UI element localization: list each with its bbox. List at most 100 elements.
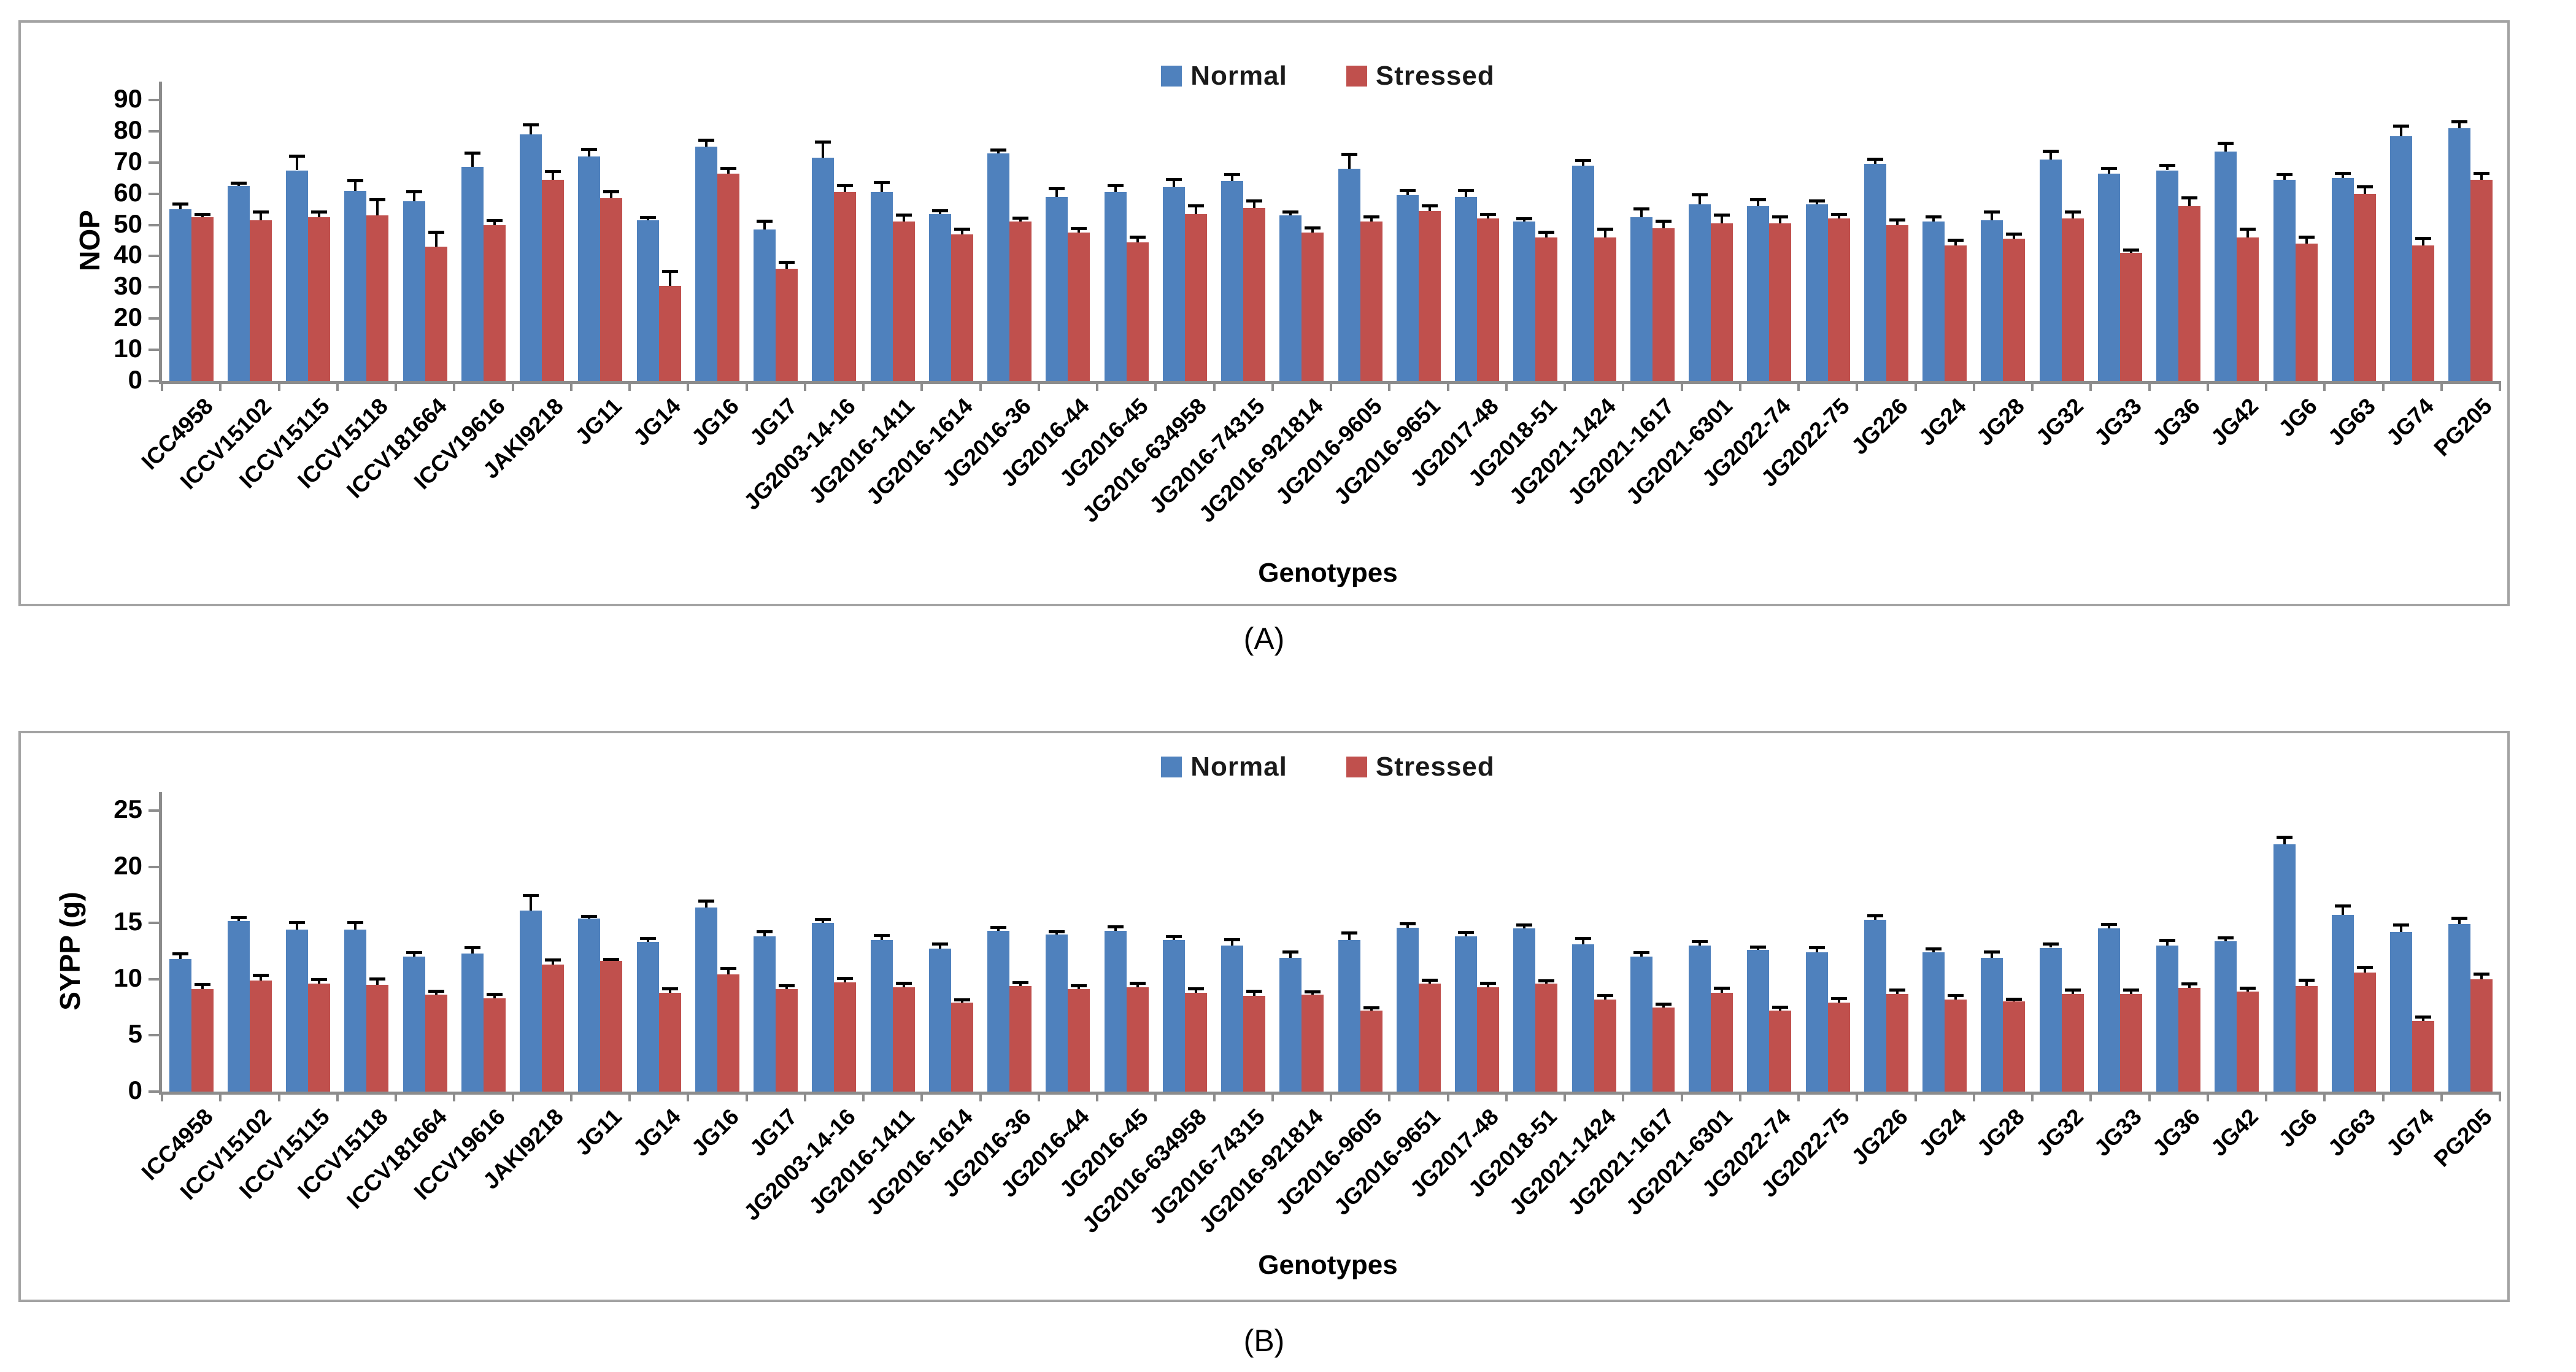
x-tick-mark: [1564, 381, 1566, 391]
bar-normal-JG28: [1981, 220, 2003, 381]
error-bar-stem: [1465, 932, 1468, 937]
error-bar-stem: [1194, 206, 1197, 214]
error-bar-cap: [698, 139, 714, 142]
bar-stressed-JG14: [658, 285, 681, 381]
bar-stressed-JG16: [717, 974, 739, 1092]
error-bar-stem: [704, 901, 708, 908]
legend-item-normal: Normal: [1161, 61, 1287, 91]
y-tick-label: 40: [114, 240, 142, 269]
error-bar-cap: [1363, 1006, 1379, 1010]
error-bar-cap: [2393, 125, 2410, 128]
bar-normal-JG2016-9651: [1396, 927, 1419, 1092]
y-tick-label: 0: [128, 1076, 142, 1104]
error-bar-cap: [1107, 183, 1124, 187]
bar-normal-ICCV15115: [286, 930, 309, 1092]
error-bar-stem: [2071, 212, 2074, 219]
y-tick-mark: [148, 223, 161, 226]
error-bar-cap: [757, 220, 773, 223]
legend-swatch-stressed: [1346, 757, 1367, 777]
error-bar-cap: [347, 179, 364, 183]
x-tick-label: JG6: [2273, 1104, 2322, 1152]
error-bar-cap: [1984, 210, 2000, 214]
x-tick-mark: [1972, 381, 1975, 391]
legend-swatch-normal: [1161, 66, 1182, 87]
bar-normal-JG2021-6301: [1689, 945, 1711, 1092]
error-bar-cap: [1165, 935, 1182, 939]
bar-stressed-ICCV15118: [366, 215, 389, 381]
x-tick-mark: [2031, 381, 2034, 391]
error-bar-cap: [1984, 950, 2000, 954]
error-bar-stem: [471, 153, 474, 168]
bar-stressed-JG33: [2119, 253, 2142, 381]
bar-stressed-JG6: [2295, 244, 2318, 381]
bar-stressed-JG2016-74315: [1243, 207, 1266, 381]
error-bar-cap: [779, 984, 795, 987]
bar-normal-ICCV181664: [403, 201, 425, 381]
error-bar-cap: [369, 977, 386, 981]
error-bar-cap: [873, 180, 890, 184]
error-bar-cap: [545, 958, 561, 962]
error-bar-cap: [172, 202, 188, 206]
error-bar-stem: [237, 917, 240, 921]
x-tick-mark: [687, 1092, 690, 1101]
y-tick-label: 90: [114, 84, 142, 113]
error-bar-cap: [1341, 153, 1357, 156]
bar-stressed-JG24: [1945, 999, 1967, 1092]
y-tick-mark: [148, 192, 161, 195]
error-bar-stem: [354, 181, 357, 191]
x-tick-label: PG205: [2429, 393, 2497, 461]
x-tick-mark: [803, 381, 806, 391]
error-bar-cap: [720, 967, 736, 971]
error-bar-stem: [2049, 151, 2052, 160]
error-bar-stem: [997, 150, 1000, 153]
error-bar-stem: [1873, 159, 1876, 164]
bar-normal-JG14: [636, 220, 659, 381]
error-bar-stem: [1523, 925, 1526, 929]
bar-stressed-JG2017-48: [1477, 987, 1500, 1092]
error-bar-cap: [639, 936, 656, 940]
bar-normal-JG24: [1922, 952, 1945, 1092]
error-bar-cap: [2474, 973, 2490, 976]
error-bar-stem: [1311, 992, 1314, 995]
error-bar-cap: [1282, 210, 1299, 214]
error-bar-stem: [1954, 241, 1957, 245]
error-bar-cap: [1187, 987, 1204, 991]
error-bar-stem: [2400, 925, 2403, 932]
error-bar-stem: [1603, 229, 1606, 237]
x-tick-mark: [336, 1092, 339, 1101]
error-bar-stem: [902, 984, 905, 987]
error-bar-cap: [1655, 220, 1672, 223]
error-bar-stem: [493, 995, 496, 998]
bar-normal-ICCV15102: [227, 920, 250, 1092]
y-tick-label: 5: [128, 1019, 142, 1049]
error-bar-stem: [1895, 220, 1899, 225]
error-bar-stem: [2422, 239, 2425, 245]
bar-normal-JG2016-9605: [1338, 168, 1360, 381]
error-bar-cap: [1421, 204, 1438, 208]
error-bar-cap: [1165, 177, 1182, 181]
x-tick-mark: [2089, 381, 2092, 391]
error-bar-cap: [194, 982, 210, 986]
bar-normal-JG2016-45: [1104, 931, 1127, 1092]
x-tick-mark: [920, 1092, 924, 1101]
error-bar-cap: [1655, 1003, 1672, 1006]
bar-normal-JG2016-36: [987, 153, 1010, 381]
bar-stressed-JG2016-1614: [951, 234, 973, 381]
error-bar-cap: [1516, 217, 1533, 221]
error-bar-stem: [318, 979, 321, 984]
error-bar-cap: [523, 894, 539, 898]
x-tick-label: JG63: [2323, 393, 2380, 450]
bar-stressed-JG2018-51: [1535, 237, 1558, 381]
error-bar-stem: [376, 199, 379, 216]
error-bar-stem: [1114, 927, 1117, 931]
bar-stressed-JAKI9218: [542, 964, 565, 1092]
bar-normal-JG33: [2097, 928, 2120, 1092]
error-bar-cap: [1633, 950, 1649, 954]
bar-stressed-ICCV19616: [483, 225, 506, 381]
legend-swatch-normal: [1161, 757, 1182, 777]
x-tick-mark: [1446, 1092, 1449, 1101]
error-bar-stem: [1348, 933, 1351, 940]
error-bar-cap: [289, 921, 306, 925]
x-tick-mark: [2089, 1092, 2092, 1101]
